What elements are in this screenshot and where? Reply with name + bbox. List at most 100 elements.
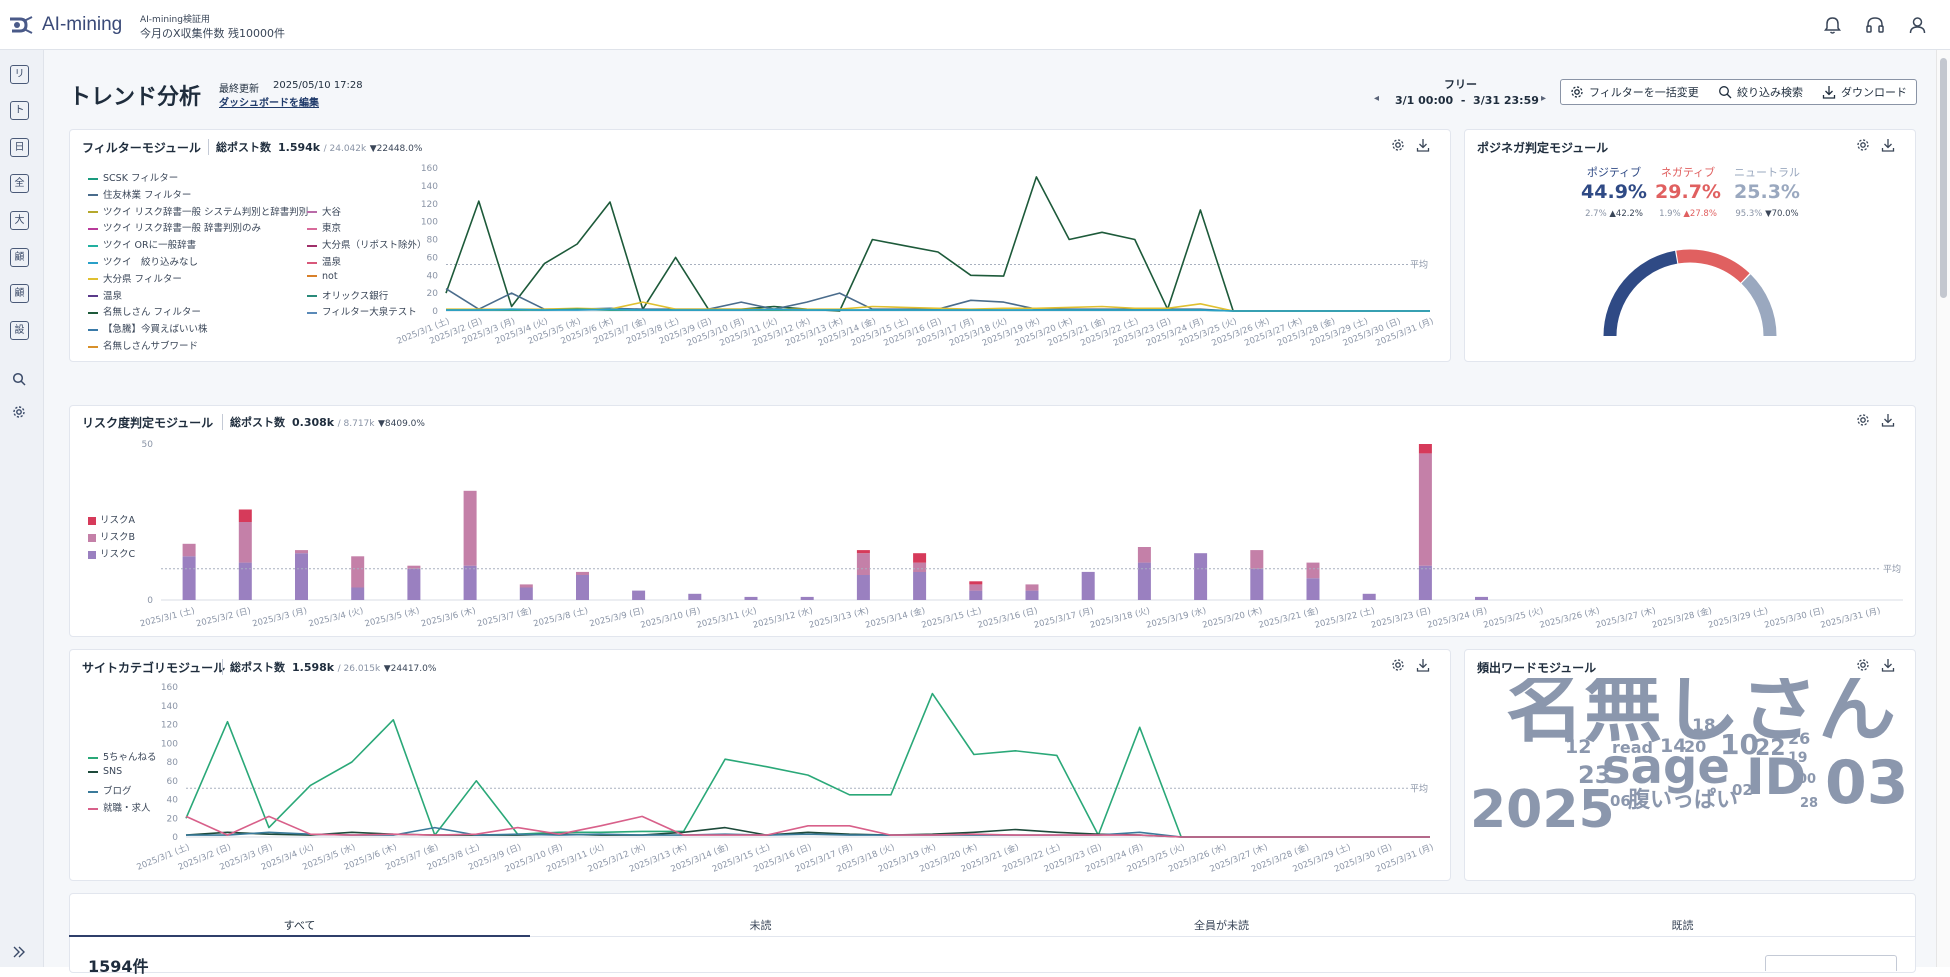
tab-read[interactable]: 既読 xyxy=(1671,919,1694,932)
word-cloud-word[interactable]: 00 xyxy=(1798,772,1817,787)
double-chevron-right-icon[interactable] xyxy=(12,946,26,958)
tab-unread-all[interactable]: 全員が未読 xyxy=(1194,919,1249,932)
word-cloud-word[interactable]: 02 xyxy=(1732,781,1753,799)
sidebar-item-1[interactable]: リ xyxy=(10,65,29,84)
legend-item[interactable]: 住友林業 フィルター xyxy=(88,187,191,201)
x-tick-label: 2025/3/3 (月) xyxy=(251,606,308,629)
sidebar-item-8[interactable]: 設 xyxy=(10,321,29,340)
legend-swatch xyxy=(88,177,98,180)
legend-item[interactable]: ツクイ リスク辞書一般 辞書判別のみ xyxy=(88,220,261,234)
word-cloud-word[interactable]: sage xyxy=(1602,739,1730,795)
legend-item[interactable]: オリックス銀行 xyxy=(307,288,388,302)
legend-item[interactable]: リスクA xyxy=(88,512,135,526)
gear-icon[interactable] xyxy=(1856,413,1870,427)
narrow-search-button[interactable]: 絞り込み検索 xyxy=(1718,80,1803,104)
legend-item[interactable]: 【急騰】今買えばいい株 xyxy=(88,321,208,335)
word-cloud-word[interactable]: 28 xyxy=(1800,796,1819,811)
bar-segment xyxy=(407,565,421,569)
word-cloud-word[interactable]: 23 xyxy=(1578,761,1612,789)
sidebar-item-6[interactable]: 顧 xyxy=(10,248,29,267)
positive-delta: 2.7% ▲42.2% xyxy=(1574,209,1654,219)
word-cloud-word[interactable]: 12 xyxy=(1565,736,1592,758)
word-cloud-word[interactable]: ID xyxy=(1746,748,1807,806)
user-icon[interactable] xyxy=(1909,16,1926,34)
bell-icon[interactable] xyxy=(1824,16,1841,34)
search-icon[interactable] xyxy=(12,372,26,386)
word-cloud-word[interactable]: 腹いっぱい xyxy=(1628,788,1739,813)
word-cloud-word[interactable]: 03 xyxy=(1825,748,1909,818)
sidebar-item-4[interactable]: 全 xyxy=(10,174,29,193)
period-range[interactable]: 3/1 00:00 - 3/31 23:59 xyxy=(1395,94,1539,107)
bar-segment xyxy=(1250,550,1264,569)
x-tick-label: 2025/3/25 (火) xyxy=(1482,606,1544,631)
bar-segment xyxy=(238,509,252,522)
word-cloud-word[interactable]: 22 xyxy=(1755,736,1786,761)
word-cloud-word[interactable]: read xyxy=(1612,738,1653,757)
legend-item[interactable]: 東京 xyxy=(307,220,341,234)
sidebar-item-2[interactable]: ト xyxy=(10,101,29,120)
legend-item[interactable]: ブログ xyxy=(88,783,132,797)
tab-all[interactable]: すべて xyxy=(69,917,530,937)
legend-item[interactable]: 名無しさんサブワード xyxy=(88,338,198,352)
legend-item[interactable]: ツクイ リスク辞書一般 システム判別と辞書判別 xyxy=(88,204,308,218)
edit-dashboard-link[interactable]: ダッシュボードを編集 xyxy=(219,98,319,109)
sidebar-item-5[interactable]: 大 xyxy=(10,211,29,230)
legend-label: ツクイ リスク辞書一般 システム判別と辞書判別 xyxy=(103,206,309,218)
tab-unread[interactable]: 未読 xyxy=(749,919,772,932)
legend-item[interactable]: リスクC xyxy=(88,546,135,560)
download-icon[interactable] xyxy=(1416,658,1430,672)
sidebar-item-7[interactable]: 顧 xyxy=(10,284,29,303)
word-cloud-word[interactable]: 名無しさん xyxy=(1506,678,1897,753)
legend-item[interactable]: 大分県（リポスト除外） xyxy=(307,237,427,251)
word-cloud-word[interactable]: 20 xyxy=(1684,737,1707,756)
legend-item[interactable]: 名無しさん フィルター xyxy=(88,304,201,318)
legend-item[interactable]: 大谷 xyxy=(307,204,341,218)
word-cloud-word[interactable]: 2025 xyxy=(1470,780,1615,840)
word-cloud-word[interactable]: 06 xyxy=(1610,792,1631,810)
total-label: 総ポスト数 xyxy=(216,141,271,154)
sort-select[interactable] xyxy=(1765,955,1897,971)
headset-icon[interactable] xyxy=(1866,16,1884,34)
legend-item[interactable]: not xyxy=(307,271,338,282)
legend-item[interactable]: SNS xyxy=(88,766,122,777)
legend-item[interactable]: 5ちゃんねる xyxy=(88,749,157,763)
scrollbar[interactable] xyxy=(1936,50,1950,967)
filter-module-stats: 総ポスト数 1.594k / 24.042k ▼22448.0% xyxy=(208,139,422,155)
word-cloud-word[interactable]: 26 xyxy=(1788,729,1811,748)
gear-icon[interactable] xyxy=(1391,138,1405,152)
legend-swatch xyxy=(88,244,98,247)
download-icon[interactable] xyxy=(1881,413,1895,427)
legend-item[interactable]: SCSK フィルター xyxy=(88,170,178,184)
bar-segment xyxy=(351,556,365,588)
legend-item[interactable]: 温泉 xyxy=(307,254,341,268)
gear-icon[interactable] xyxy=(1856,658,1870,672)
legend-item[interactable]: 温泉 xyxy=(88,288,122,302)
download-button[interactable]: ダウンロード xyxy=(1822,80,1907,104)
download-icon[interactable] xyxy=(1416,138,1430,152)
word-cloud-word[interactable]: 19 xyxy=(1788,750,1808,766)
gear-icon[interactable] xyxy=(1856,138,1870,152)
legend-item[interactable]: 大分県 フィルター xyxy=(88,271,182,285)
download-icon[interactable] xyxy=(1881,658,1895,672)
x-tick-label: 2025/3/14 (金) xyxy=(864,605,926,631)
word-cloud-word[interactable]: 10 xyxy=(1720,728,1759,761)
legend-item[interactable]: ツクイ 絞り込みなし xyxy=(88,254,198,268)
filter-bulk-button[interactable]: フィルターを一括変更 xyxy=(1570,80,1699,104)
download-icon[interactable] xyxy=(1881,138,1895,152)
legend-item[interactable]: ツクイ ORに一般辞書 xyxy=(88,237,196,251)
scrollbar-thumb[interactable] xyxy=(1940,58,1947,298)
legend-item[interactable]: 就職・求人 xyxy=(88,800,151,814)
x-tick-label: 2025/3/30 (日) xyxy=(1763,606,1825,631)
gear-icon[interactable] xyxy=(12,405,26,419)
chevron-left-icon[interactable]: ◂ xyxy=(1374,93,1380,104)
chevron-right-icon[interactable]: ▸ xyxy=(1541,93,1547,104)
legend-item[interactable]: フィルター大泉テスト xyxy=(307,304,417,318)
legend-label: リスクB xyxy=(100,532,136,543)
gear-icon[interactable] xyxy=(1391,658,1405,672)
word-cloud-word[interactable]: 14 xyxy=(1660,735,1687,757)
legend-item[interactable]: リスクB xyxy=(88,529,135,543)
bar-segment xyxy=(463,565,477,600)
sidebar-item-3[interactable]: 日 xyxy=(10,138,29,157)
logo[interactable]: AI-mining xyxy=(8,14,122,36)
word-cloud-word[interactable]: 18 xyxy=(1692,716,1716,736)
